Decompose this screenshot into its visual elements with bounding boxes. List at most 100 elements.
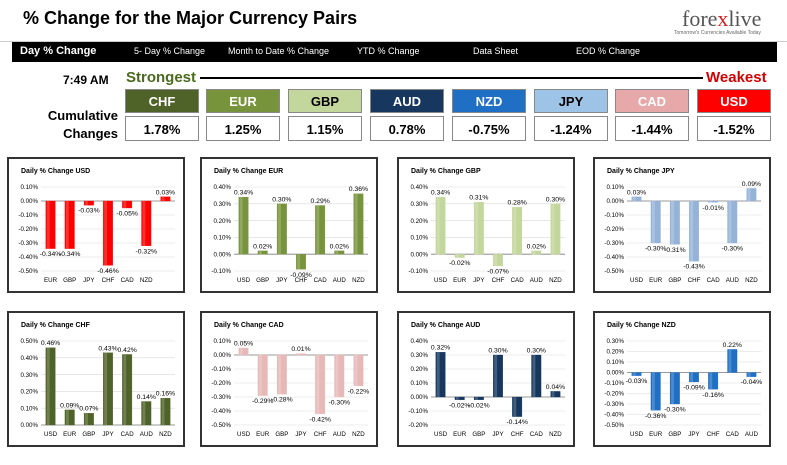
x-tick-label: EUR [453,431,467,438]
bar-highlight [335,355,339,397]
bar-highlight [142,201,146,246]
y-tick-label: -0.20% [18,226,38,233]
x-tick-label: USD [44,431,58,438]
data-label: -0.09% [290,272,312,279]
bar-highlight [747,372,751,377]
data-label: -0.05% [116,211,138,218]
bar-highlight [475,202,478,255]
bar [473,396,484,400]
bar-highlight [709,201,713,203]
bar [727,349,738,373]
currency-card-jpy: JPY -1.24% [534,89,608,141]
tab-eod-change[interactable]: EOD % Change [576,46,641,56]
chart-panel-gbp[interactable]: Daily % Change GBP 0.40% 0.30% 0.20% 0.10% 0… [397,157,575,293]
x-tick-label: JPY [276,277,287,284]
x-tick-label: AUD [333,431,347,438]
chart-panel-chf[interactable]: Daily % Change CHF 0.50% 0.40% 0.30% 0.20% 0… [7,311,185,447]
data-label: 0.36% [349,186,368,193]
y-tick-label: -0.20% [604,226,624,233]
bar-highlight [104,352,108,425]
currency-name: GBP [288,89,362,113]
bar [257,354,268,396]
chart-panel-aud[interactable]: Daily % Change AUD 0.40% 0.30% 0.20% 0.10% 0… [397,311,575,447]
bar [257,250,268,255]
bar-highlight [142,401,146,425]
chart-panel-cad[interactable]: Daily % Change CAD 0.10% 0.00% -0.10% -0.20… [200,311,378,447]
tab-5day-change[interactable]: 5- Day % Change [134,46,206,56]
currency-cumulative-value: -1.24% [534,116,608,141]
bar [550,203,561,255]
chart-panel-nzd[interactable]: Daily % Change NZD 0.30% 0.20% 0.10% 0.00% -… [593,311,771,447]
data-label: 0.03% [627,189,646,196]
bar-highlight [161,196,165,201]
currency-cumulative-value: -1.52% [697,116,771,141]
bar-highlight [632,196,636,201]
data-label: -0.03% [78,208,100,215]
tab-data-sheet[interactable]: Data Sheet [473,46,519,56]
bar-highlight [354,355,358,386]
data-label: 0.03% [156,189,175,196]
strongest-label: Strongest [126,69,197,86]
data-label: 0.34% [234,190,253,197]
y-tick-label: -0.30% [604,401,624,408]
chart-panel-usd[interactable]: Daily % Change USD 0.10% 0.00% -0.10% -0.20… [7,157,185,293]
bar-highlight [354,193,358,255]
bar-highlight [436,197,440,255]
logo-x: x [717,6,729,31]
data-label: 0.16% [156,391,175,398]
y-tick-label: -0.40% [604,412,624,419]
data-label: -0.30% [722,246,744,253]
bar [669,200,680,245]
bar-highlight [65,409,69,425]
tab-month-to-date-change[interactable]: Month to Date % Change [228,46,330,56]
x-tick-label: NZD [549,277,562,284]
bar [45,200,56,249]
tab-day-change[interactable]: Day % Change [20,45,97,57]
y-tick-label: -0.20% [211,380,231,387]
bar-highlight [632,372,636,376]
x-tick-label: USD [630,431,644,438]
bar-chart: 0.30%0.20%0.10%0.00%-0.10%-0.20%-0.30%-0… [604,338,762,438]
bar-highlight [532,355,536,397]
currency-name: JPY [534,89,608,113]
x-tick-label: GBP [668,277,681,284]
bar-highlight [316,355,320,414]
bar-highlight [728,349,732,373]
bar [160,397,171,426]
data-label: -0.07% [487,268,509,275]
currency-card-gbp: GBP 1.15% [288,89,362,141]
currency-card-cad: CAD -1.44% [615,89,689,141]
bar-highlight [239,197,243,255]
y-tick-label: 0.40% [20,355,38,362]
y-tick-label: 0.00% [410,251,428,258]
y-tick-label: -0.40% [211,408,231,415]
currency-card-usd: USD -1.52% [697,89,771,141]
x-tick-label: CAD [314,277,328,284]
y-tick-label: 0.10% [213,235,231,242]
y-tick-label: 0.20% [20,389,38,396]
data-label: 0.46% [41,340,60,347]
data-label: -0.09% [683,384,705,391]
forexlive-logo[interactable]: forexlive Tomorrow's Currencies Availabl… [660,4,770,38]
bar [103,352,113,426]
data-label: -0.16% [702,392,724,399]
bar-highlight [455,254,459,258]
data-label: 0.32% [431,345,450,352]
bar-highlight [455,397,459,400]
bar-highlight [690,372,694,382]
x-tick-label: AUD [745,431,759,438]
x-tick-label: EUR [256,431,270,438]
tab-ytd-change[interactable]: YTD % Change [357,46,420,56]
bar [669,372,680,405]
chart-panel-jpy[interactable]: Daily % Change JPY 0.10% 0.00% -0.10% -0.20… [593,157,771,293]
bar-highlight [278,355,281,395]
bar-chart: 0.50% 0.40% 0.30% 0.20% 0.10% 0.00% 0.46% USD 0.… [20,338,175,438]
data-label: -0.30% [329,400,351,407]
logo-part-1: fore [682,6,718,31]
currency-card-eur: EUR 1.25% [206,89,280,141]
currency-name: USD [697,89,771,113]
y-tick-label: 0.10% [213,338,231,345]
data-label: 0.29% [311,198,330,205]
x-tick-label: NZD [159,431,172,438]
chart-panel-eur[interactable]: Daily % Change EUR 0.40% 0.30% 0.20% 0.10% 0… [200,157,378,293]
